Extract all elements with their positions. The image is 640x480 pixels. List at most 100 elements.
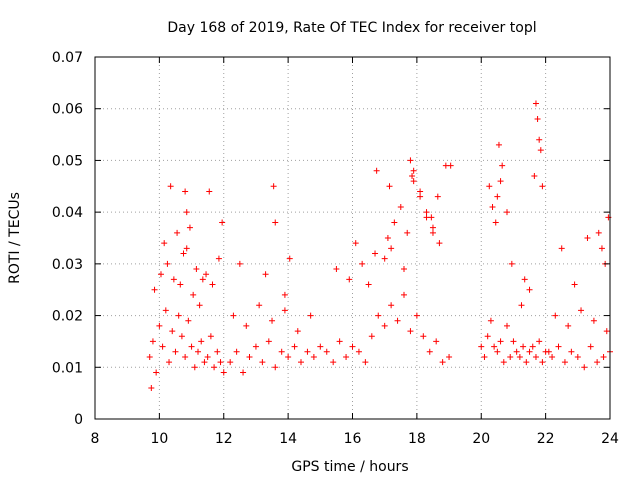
y-tick-label: 0.01 <box>52 360 83 376</box>
data-point <box>346 276 353 283</box>
y-tick-label: 0.07 <box>52 50 83 66</box>
data-point <box>386 183 393 190</box>
data-point <box>499 162 506 169</box>
data-point <box>359 260 366 267</box>
data-point <box>532 100 539 107</box>
data-point <box>495 141 502 148</box>
y-tick-label: 0 <box>74 412 83 428</box>
data-point <box>162 307 169 314</box>
data-point <box>180 250 187 257</box>
data-point <box>174 229 181 236</box>
data-point <box>561 359 568 366</box>
data-point <box>508 260 515 267</box>
data-point <box>201 359 208 366</box>
data-point <box>214 348 221 355</box>
data-point <box>368 333 375 340</box>
data-point <box>504 209 510 216</box>
data-point <box>310 353 317 360</box>
data-point <box>190 291 197 298</box>
x-tick-label: 12 <box>215 431 233 447</box>
data-point <box>169 328 176 335</box>
data-point <box>401 266 407 273</box>
data-point <box>492 219 499 226</box>
data-point <box>481 353 488 360</box>
data-point <box>333 266 340 273</box>
x-tick-label: 20 <box>472 431 490 447</box>
data-point <box>286 255 293 262</box>
data-point <box>199 276 206 283</box>
data-point <box>420 333 427 340</box>
data-point <box>426 348 433 355</box>
data-point <box>298 359 304 366</box>
data-point <box>526 286 533 293</box>
data-point <box>188 343 195 350</box>
data-point <box>157 271 164 278</box>
data-point <box>230 312 237 319</box>
data-point <box>486 183 493 190</box>
data-point <box>439 359 446 366</box>
data-point <box>195 348 201 355</box>
data-point <box>148 384 155 391</box>
data-point <box>549 353 556 360</box>
x-tick-label: 22 <box>537 431 555 447</box>
data-point <box>446 353 453 360</box>
data-point <box>240 369 247 376</box>
data-point <box>207 333 214 340</box>
data-point <box>362 359 369 366</box>
data-point <box>500 359 507 366</box>
data-point <box>272 364 279 371</box>
data-point <box>262 271 269 278</box>
data-point <box>256 302 263 309</box>
data-point <box>429 224 436 231</box>
data-point <box>594 359 601 366</box>
data-point <box>436 240 443 247</box>
data-point <box>494 193 501 200</box>
data-point <box>159 343 166 350</box>
data-point <box>175 312 182 319</box>
data-point <box>401 291 407 298</box>
data-point <box>537 147 544 154</box>
x-tick-label: 24 <box>601 431 619 447</box>
data-point <box>185 317 192 324</box>
data-point <box>587 343 594 350</box>
data-point <box>343 353 350 360</box>
data-point <box>531 172 538 179</box>
y-tick-label: 0.03 <box>52 257 83 273</box>
axis-ticks <box>94 56 611 420</box>
data-point <box>278 348 285 355</box>
data-point <box>246 353 253 360</box>
data-point <box>193 266 200 273</box>
data-point <box>164 260 171 267</box>
data-point <box>536 338 543 345</box>
x-tick-label: 14 <box>279 431 297 447</box>
data-point <box>304 348 311 355</box>
data-point <box>423 209 430 216</box>
data-point <box>507 353 514 360</box>
data-point <box>172 348 179 355</box>
data-point <box>204 353 211 360</box>
data-point <box>349 343 356 350</box>
data-point <box>186 224 193 231</box>
data-point <box>516 353 523 360</box>
data-point <box>526 348 533 355</box>
data-point <box>384 235 391 241</box>
data-point <box>433 338 440 345</box>
x-axis-label: GPS time / hours <box>291 459 408 475</box>
data-point <box>217 359 224 366</box>
data-point <box>510 338 517 345</box>
data-point <box>272 219 279 226</box>
data-point <box>388 245 395 252</box>
data-point <box>209 281 216 288</box>
data-point <box>497 178 504 185</box>
data-point <box>149 338 156 345</box>
data-point <box>595 229 602 236</box>
data-point <box>394 317 401 324</box>
data-point <box>568 348 575 355</box>
data-point <box>177 281 184 288</box>
data-point <box>365 281 372 288</box>
data-point <box>166 359 173 366</box>
data-point <box>156 322 163 329</box>
data-point <box>410 178 417 185</box>
data-point <box>529 343 536 350</box>
data-point <box>227 359 234 366</box>
